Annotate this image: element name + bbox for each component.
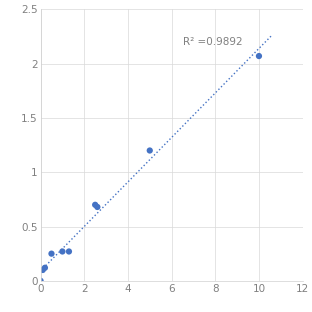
- Point: [147, 148, 152, 153]
- Point: [40, 267, 45, 272]
- Point: [66, 249, 71, 254]
- Point: [49, 251, 54, 256]
- Point: [42, 265, 47, 270]
- Point: [38, 278, 43, 283]
- Point: [95, 204, 100, 209]
- Text: R² =0.9892: R² =0.9892: [183, 37, 242, 47]
- Point: [60, 249, 65, 254]
- Point: [256, 54, 261, 59]
- Point: [93, 202, 98, 207]
